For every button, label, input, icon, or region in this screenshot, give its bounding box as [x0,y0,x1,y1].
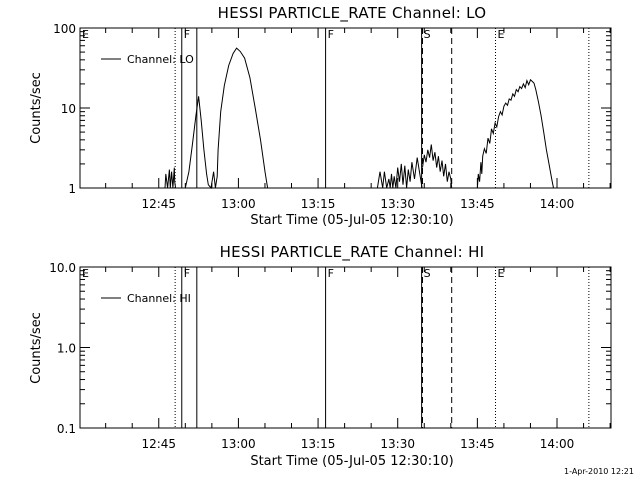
event-marker-label: S [424,28,431,41]
x-ticks: 12:45 13:00 13:15 13:30 13:45 14:00 [105,267,611,451]
chart-title: HESSI PARTICLE_RATE Channel: HI [220,243,485,262]
event-marker-label: E [82,267,89,280]
x-tick-label: 13:30 [380,437,415,451]
x-tick-label: 13:15 [301,437,336,451]
x-tick-label: 13:00 [221,197,256,211]
y-tick-label: 10.0 [49,261,76,275]
y-axis-label: Counts/sec [29,72,44,144]
legend-entry: Channel: HI [127,292,191,305]
series [164,47,554,190]
event-marker-label: E [498,28,505,41]
legend: Channel: LO [101,53,194,66]
x-tick-label: 14:00 [540,197,575,211]
x-tick-label: 13:45 [460,197,495,211]
panel-lo: HESSI PARTICLE_RATE Channel: LO Start Ti… [29,4,612,228]
y-tick-label: 0.1 [57,422,76,436]
series-line [476,78,554,189]
timestamp-footer: 1-Apr-2010 12:21 [564,467,634,476]
y-ticks: 1 10 100 [53,22,611,196]
legend-entry: Channel: LO [127,53,194,66]
event-marker-label: F [184,28,190,41]
panel-hi: HESSI PARTICLE_RATE Channel: HI Start Ti… [29,243,612,469]
x-tick-label: 13:00 [221,437,256,451]
event-marker-label: S [424,267,431,280]
event-marker-label: F [328,28,334,41]
series-line [164,167,177,189]
series-line [422,144,453,189]
event-marker-label: E [498,267,505,280]
x-axis-label: Start Time (05-Jul-05 12:30:10) [250,213,453,228]
chart-title: HESSI PARTICLE_RATE Channel: LO [218,4,487,23]
x-axis-label: Start Time (05-Jul-05 12:30:10) [250,454,453,469]
x-tick-label: 13:45 [460,437,495,451]
y-axis-label: Counts/sec [29,312,44,384]
x-tick-label: 14:00 [540,437,575,451]
y-tick-label: 1 [68,182,76,196]
event-marker-label: F [328,267,334,280]
x-tick-label: 12:45 [141,437,176,451]
y-tick-label: 100 [53,22,76,36]
legend: Channel: HI [101,292,191,305]
event-marker-label: E [82,28,89,41]
x-tick-label: 12:45 [141,197,176,211]
x-tick-label: 13:15 [301,197,336,211]
x-tick-label: 13:30 [380,197,415,211]
series-line [184,47,269,190]
y-tick-label: 1.0 [57,342,76,356]
y-tick-label: 10 [61,102,76,116]
y-ticks: 0.1 1.0 10.0 [49,261,611,436]
series-line [376,157,423,189]
event-marker-label: F [184,267,190,280]
